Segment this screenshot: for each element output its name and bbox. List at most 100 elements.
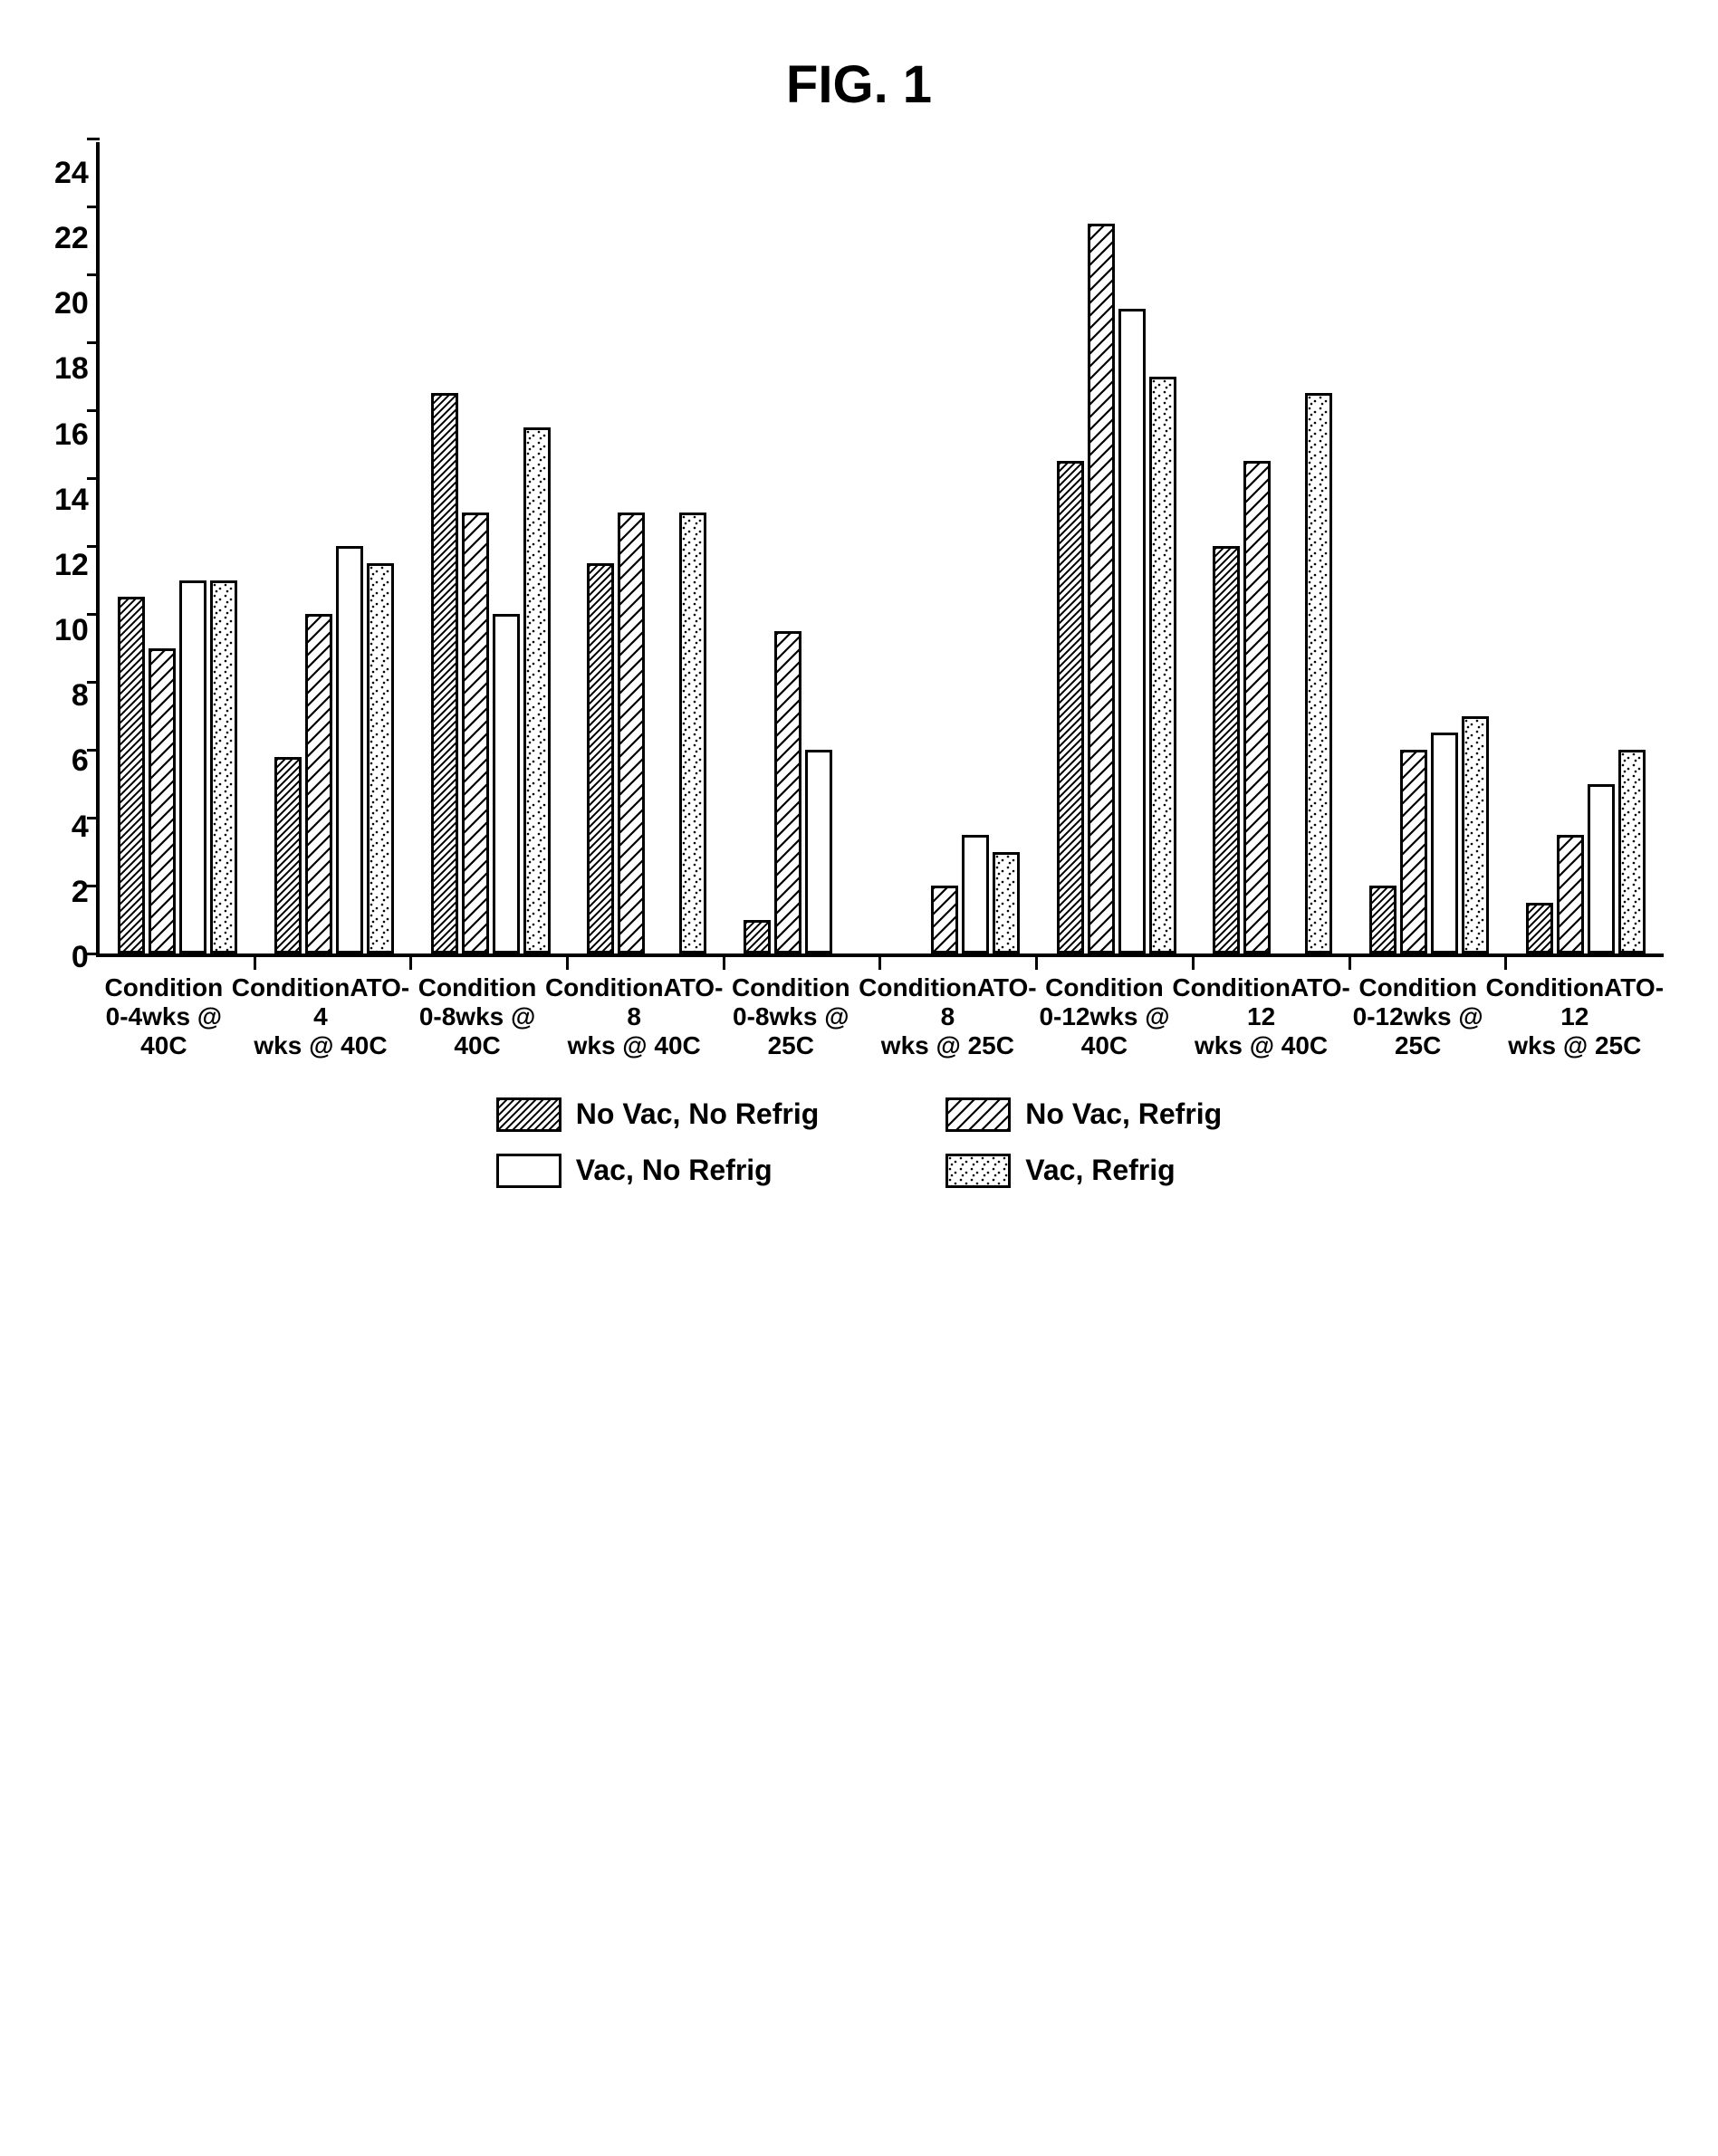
group-separator — [1348, 953, 1351, 970]
bar — [1369, 886, 1396, 953]
bar — [1243, 461, 1271, 953]
legend-label: Vac, Refrig — [1025, 1154, 1175, 1187]
bar — [618, 513, 645, 954]
group-separator — [1504, 953, 1507, 970]
y-tick-label: 18 — [54, 353, 89, 384]
x-tick-label: Condition0-8wks @ 25C — [723, 957, 859, 1061]
bar — [993, 852, 1020, 954]
bar — [210, 580, 237, 954]
y-tick-mark — [87, 273, 100, 276]
y-tick-label: 2 — [72, 877, 89, 907]
y-tick-label: 0 — [72, 942, 89, 973]
group-separator — [878, 953, 881, 970]
bar — [305, 614, 332, 953]
bar — [962, 835, 989, 953]
y-tick-mark — [87, 953, 100, 955]
bar-group — [100, 142, 256, 953]
figure-container: FIG. 1 024681012141618202224 Condition0-… — [54, 54, 1664, 1188]
y-tick-label: 24 — [54, 158, 89, 188]
bar — [149, 648, 176, 954]
bar — [493, 614, 520, 953]
legend-swatch — [496, 1154, 561, 1188]
y-tick-label: 14 — [54, 484, 89, 515]
bar — [931, 886, 958, 953]
bar-group — [1351, 142, 1508, 953]
y-tick-label: 12 — [54, 550, 89, 580]
bar-group — [881, 142, 1038, 953]
x-tick-label: Condition0-12wks @ 25C — [1350, 957, 1486, 1061]
bar — [1618, 750, 1646, 953]
x-tick-label: ConditionATO-4wks @ 40C — [232, 957, 409, 1061]
y-tick-label: 20 — [54, 288, 89, 319]
bar-group — [412, 142, 569, 953]
bar — [1088, 224, 1115, 953]
x-tick-label: Condition0-8wks @ 40C — [409, 957, 545, 1061]
x-tick-label: ConditionATO-12wks @ 25C — [1486, 957, 1664, 1061]
bar — [744, 920, 771, 954]
y-tick-mark — [87, 613, 100, 616]
bar-group — [1195, 142, 1351, 953]
bar — [367, 563, 394, 953]
legend-label: Vac, No Refrig — [576, 1154, 773, 1187]
group-separator — [1035, 953, 1038, 970]
bar-group — [256, 142, 413, 953]
bar — [1057, 461, 1084, 953]
y-tick-label: 22 — [54, 223, 89, 254]
bar — [1557, 835, 1584, 953]
legend-column: No Vac, Refrig Vac, Refrig — [945, 1097, 1222, 1188]
y-tick-mark — [87, 817, 100, 819]
bar — [1149, 377, 1176, 954]
y-tick-mark — [87, 545, 100, 548]
legend-swatch — [945, 1154, 1011, 1188]
figure-title: FIG. 1 — [54, 54, 1664, 115]
plot-area — [96, 142, 1664, 957]
y-tick-mark — [87, 409, 100, 412]
legend-label: No Vac, No Refrig — [576, 1097, 820, 1131]
bar-group — [1038, 142, 1195, 953]
bar — [1526, 903, 1553, 953]
y-tick-mark — [87, 138, 100, 140]
y-tick-mark — [87, 749, 100, 752]
bar — [1305, 393, 1332, 953]
bar — [1431, 733, 1458, 953]
bar — [462, 513, 489, 954]
legend-item: Vac, Refrig — [945, 1154, 1222, 1188]
y-tick-mark — [87, 477, 100, 480]
y-tick-mark — [87, 885, 100, 887]
y-axis: 024681012141618202224 — [54, 142, 96, 957]
group-separator — [409, 953, 412, 970]
bar — [679, 513, 706, 954]
bar — [179, 580, 206, 954]
legend-swatch — [496, 1097, 561, 1132]
bar — [431, 393, 458, 953]
y-tick-label: 16 — [54, 419, 89, 450]
bar — [774, 631, 801, 953]
x-tick-label: Condition0-12wks @ 40C — [1037, 957, 1173, 1061]
bar-group — [1507, 142, 1664, 953]
legend: No Vac, No Refrig Vac, No Refrig No Vac, R… — [54, 1097, 1664, 1188]
bar — [805, 750, 832, 953]
y-tick-mark — [87, 341, 100, 344]
legend-label: No Vac, Refrig — [1025, 1097, 1222, 1131]
legend-column: No Vac, No Refrig Vac, No Refrig — [496, 1097, 820, 1188]
x-tick-label: ConditionATO-12wks @ 40C — [1172, 957, 1349, 1061]
bar — [523, 427, 551, 953]
y-tick-mark — [87, 681, 100, 684]
bar — [336, 546, 363, 953]
bar — [1588, 784, 1615, 954]
bar-groups — [100, 142, 1664, 953]
bar-group — [569, 142, 725, 953]
group-separator — [254, 953, 256, 970]
bar — [1213, 546, 1240, 953]
legend-item: No Vac, No Refrig — [496, 1097, 820, 1132]
bar — [587, 563, 614, 953]
y-tick-label: 10 — [54, 615, 89, 646]
bar — [274, 757, 302, 954]
bar — [1400, 750, 1427, 953]
x-tick-label: Condition0-4wks @ 40C — [96, 957, 232, 1061]
group-separator — [723, 953, 725, 970]
y-tick-label: 8 — [72, 680, 89, 711]
bar — [1118, 309, 1146, 954]
group-separator — [566, 953, 569, 970]
legend-item: Vac, No Refrig — [496, 1154, 820, 1188]
